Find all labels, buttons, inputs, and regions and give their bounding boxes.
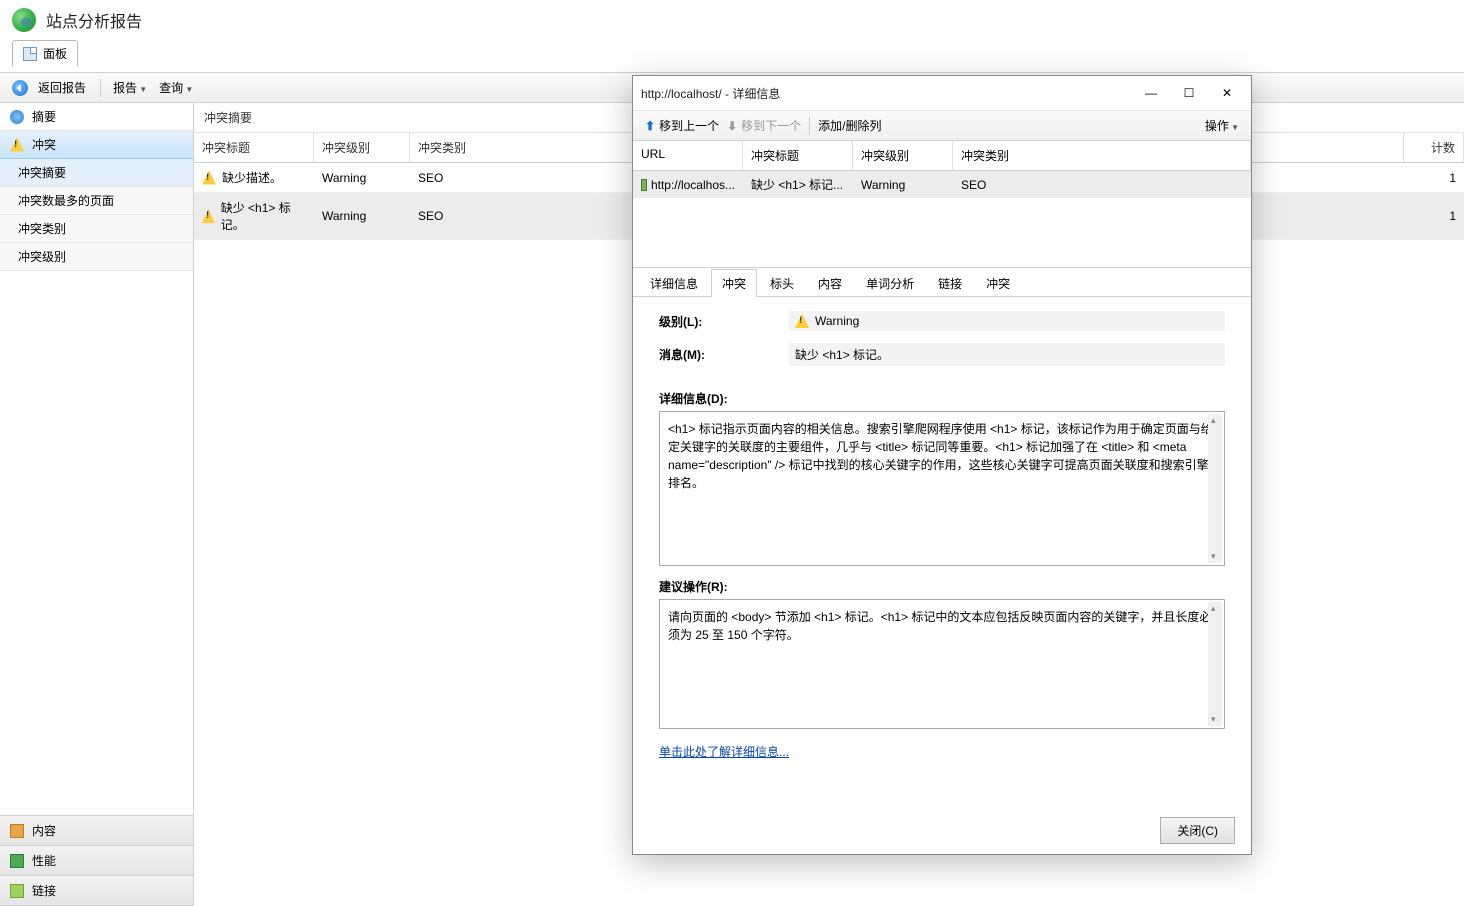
dcol-category[interactable]: 冲突类别 [953, 141, 1251, 170]
bottom-nav: 内容性能链接 [0, 815, 193, 906]
dialog-tab-6[interactable]: 冲突 [975, 269, 1021, 297]
arrow-down-icon: ⬇ [727, 119, 737, 133]
nav-item-5[interactable]: 冲突级别 [0, 243, 193, 271]
more-info-link[interactable]: 单击此处了解详细信息... [659, 745, 789, 759]
close-window-button[interactable]: ✕ [1211, 82, 1243, 104]
nav-label: 摘要 [32, 108, 56, 125]
dialog-tab-4[interactable]: 单词分析 [855, 269, 925, 297]
tab-label: 面板 [43, 45, 67, 62]
nav-item-0[interactable]: 摘要 [0, 103, 193, 131]
report-dropdown[interactable]: 报告 [109, 77, 151, 98]
detail-textbox[interactable]: <h1> 标记指示页面内容的相关信息。搜索引擎爬网程序使用 <h1> 标记，该标… [659, 411, 1225, 566]
dialog-footer: 关闭(C) [633, 807, 1251, 854]
app-header: 站点分析报告 [0, 0, 1464, 40]
col-count[interactable]: 计数 [1404, 133, 1464, 162]
col-level[interactable]: 冲突级别 [314, 133, 410, 162]
document-icon [23, 47, 37, 61]
dialog-tab-5[interactable]: 链接 [927, 269, 973, 297]
dcol-title[interactable]: 冲突标题 [743, 141, 853, 170]
bottom-nav-2[interactable]: 链接 [0, 876, 193, 906]
dialog-toolbar: ⬆移到上一个 ⬇移到下一个 添加/删除列 操作 [633, 110, 1251, 141]
link-icon [10, 884, 24, 898]
query-dropdown[interactable]: 查询 [155, 77, 197, 98]
dialog-grid-row[interactable]: http://localhos... 缺少 <h1> 标记... Warning… [633, 171, 1251, 198]
prev-button[interactable]: ⬆移到上一个 [641, 115, 723, 136]
dialog-tab-1[interactable]: 冲突 [711, 269, 757, 297]
maximize-button[interactable]: ☐ [1173, 82, 1205, 104]
nav-label: 冲突级别 [18, 248, 66, 265]
nav-item-3[interactable]: 冲突数最多的页面 [0, 187, 193, 215]
nav-item-2[interactable]: 冲突摘要 [0, 159, 193, 187]
back-icon[interactable] [12, 80, 28, 96]
dialog-tab-0[interactable]: 详细信息 [639, 269, 709, 297]
dialog-tab-3[interactable]: 内容 [807, 269, 853, 297]
globe-icon [12, 8, 36, 32]
dialog-grid-header: URL 冲突标题 冲突级别 冲突类别 [633, 141, 1251, 171]
rec-label: 建议操作(R): [659, 578, 1225, 595]
dcol-url[interactable]: URL [633, 141, 743, 170]
add-columns-button[interactable]: 添加/删除列 [814, 115, 885, 136]
message-value: 缺少 <h1> 标记。 [789, 343, 1225, 366]
message-label: 消息(M): [659, 346, 789, 363]
warning-icon [202, 171, 216, 185]
separator [809, 117, 810, 135]
back-button[interactable]: 返回报告 [32, 77, 92, 98]
dialog-body: 级别(L): Warning 消息(M): 缺少 <h1> 标记。 详细信息(D… [633, 297, 1251, 807]
separator [100, 79, 101, 97]
next-button: ⬇移到下一个 [723, 115, 805, 136]
panel-tab[interactable]: 面板 [12, 40, 78, 66]
nav-label: 冲突类别 [18, 220, 66, 237]
dialog-tab-2[interactable]: 标头 [759, 269, 805, 297]
details-dialog: http://localhost/ - 详细信息 — ☐ ✕ ⬆移到上一个 ⬇移… [632, 75, 1252, 855]
app-title: 站点分析报告 [46, 8, 142, 32]
rec-textbox[interactable]: 请向页面的 <body> 节添加 <h1> 标记。<h1> 标记中的文本应包括反… [659, 599, 1225, 729]
document-tabs: 面板 [0, 40, 1464, 72]
orange-icon [10, 824, 24, 838]
level-label: 级别(L): [659, 313, 789, 330]
minimize-button[interactable]: — [1135, 82, 1167, 104]
bottom-nav-label: 链接 [32, 882, 56, 899]
nav-list: 摘要冲突冲突摘要冲突数最多的页面冲突类别冲突级别 [0, 103, 193, 815]
warning-icon [795, 314, 809, 328]
close-button[interactable]: 关闭(C) [1160, 817, 1235, 844]
more-info-row: 单击此处了解详细信息... [659, 743, 1225, 760]
warning-icon [10, 138, 24, 152]
level-value: Warning [789, 311, 1225, 331]
nav-label: 冲突数最多的页面 [18, 192, 114, 209]
arrow-up-icon: ⬆ [645, 119, 655, 133]
col-title[interactable]: 冲突标题 [194, 133, 314, 162]
bottom-nav-label: 性能 [32, 852, 56, 869]
summary-icon [10, 110, 24, 124]
dcol-level[interactable]: 冲突级别 [853, 141, 953, 170]
detail-label: 详细信息(D): [659, 390, 1225, 407]
dialog-title: http://localhost/ - 详细信息 [641, 85, 1129, 102]
bottom-nav-label: 内容 [32, 822, 56, 839]
dialog-tabs: 详细信息冲突标头内容单词分析链接冲突 [633, 268, 1251, 297]
operations-dropdown[interactable]: 操作 [1201, 115, 1243, 136]
nav-item-1[interactable]: 冲突 [0, 131, 193, 159]
sidebar: 摘要冲突冲突摘要冲突数最多的页面冲突类别冲突级别 内容性能链接 [0, 103, 194, 906]
dialog-titlebar[interactable]: http://localhost/ - 详细信息 — ☐ ✕ [633, 76, 1251, 110]
nav-item-4[interactable]: 冲突类别 [0, 215, 193, 243]
warning-icon [202, 209, 215, 223]
nav-label: 冲突摘要 [18, 164, 66, 181]
page-icon [641, 179, 647, 191]
scrollbar[interactable] [1208, 414, 1222, 563]
nav-label: 冲突 [32, 136, 56, 153]
dialog-grid-space [633, 198, 1251, 268]
green-icon [10, 854, 24, 868]
bottom-nav-1[interactable]: 性能 [0, 846, 193, 876]
bottom-nav-0[interactable]: 内容 [0, 816, 193, 846]
